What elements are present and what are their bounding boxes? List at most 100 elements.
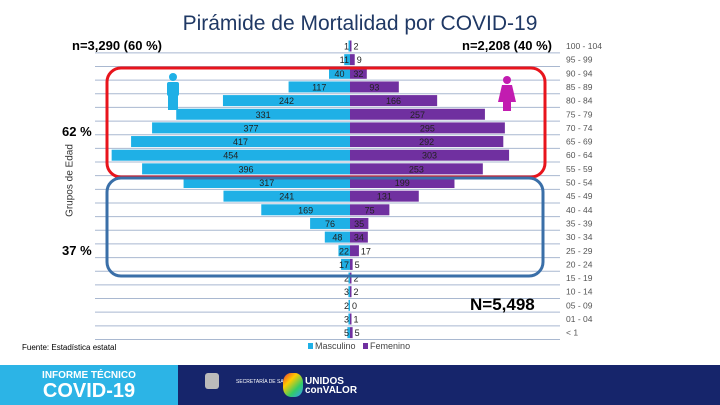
woman-icon xyxy=(503,76,511,84)
bar-female xyxy=(350,245,359,257)
footer-banner: INFORME TÉCNICO COVID-19 SECRETARÍA DE SA… xyxy=(0,365,720,405)
bar-male xyxy=(131,136,350,148)
age-tick-label: 25 - 29 xyxy=(566,246,593,256)
bar-female xyxy=(350,108,485,120)
man-icon-legs xyxy=(168,95,178,110)
male-total: n=3,290 (60 %) xyxy=(72,38,162,53)
bar-male xyxy=(347,327,350,339)
pct-red-group: 62 % xyxy=(62,124,92,139)
age-tick-label: 85 - 89 xyxy=(566,82,593,92)
bar-female xyxy=(350,54,355,66)
bar-label-male: 169 xyxy=(298,205,313,215)
age-tick-label: 20 - 24 xyxy=(566,259,593,269)
bar-label-female: 34 xyxy=(354,233,364,243)
bar-label-female: 303 xyxy=(422,151,437,161)
female-total: n=2,208 (40 %) xyxy=(462,38,552,53)
bar-female xyxy=(350,313,352,325)
age-tick-label: 90 - 94 xyxy=(566,68,593,78)
bar-label-male: 40 xyxy=(334,69,344,79)
bar-label-male: 317 xyxy=(259,178,274,188)
bar-female xyxy=(350,163,483,175)
bar-label-female: 257 xyxy=(410,110,425,120)
age-tick-label: 65 - 69 xyxy=(566,137,593,147)
age-tick-label: < 1 xyxy=(566,328,578,338)
unidos-logo: UNIDOS conVALOR xyxy=(305,377,358,396)
bar-label-female: 199 xyxy=(395,178,410,188)
bar-label-male: 2 xyxy=(344,274,349,284)
bar-female xyxy=(350,122,505,134)
bar-label-male: 242 xyxy=(279,96,294,106)
bar-label-female: 35 xyxy=(354,219,364,229)
bar-female xyxy=(350,95,438,107)
bar-label-female: 2 xyxy=(354,287,359,297)
bar-male xyxy=(142,163,350,175)
bar-label-male: 1 xyxy=(344,42,349,52)
age-tick-label: 80 - 84 xyxy=(566,96,593,106)
bar-label-female: 166 xyxy=(386,96,401,106)
bar-label-female: 253 xyxy=(409,164,424,174)
age-tick-label: 30 - 34 xyxy=(566,232,593,242)
bar-label-female: 32 xyxy=(353,69,363,79)
source-note: Fuente: Estadística estatal xyxy=(22,343,117,352)
bar-male xyxy=(338,245,350,257)
bar-male xyxy=(348,299,350,311)
bar-label-male: 48 xyxy=(332,233,342,243)
bar-label-female: 131 xyxy=(377,192,392,202)
banner-line2: COVID-19 xyxy=(42,380,136,402)
age-tick-label: 95 - 99 xyxy=(566,55,593,65)
age-tick-label: 15 - 19 xyxy=(566,273,593,283)
bar-female xyxy=(350,149,510,161)
bar-female xyxy=(350,190,419,202)
bar-label-male: 417 xyxy=(233,137,248,147)
bar-label-male: 22 xyxy=(339,246,349,256)
bar-male xyxy=(341,258,350,270)
bar-label-female: 2 xyxy=(354,274,359,284)
bar-label-male: 117 xyxy=(312,82,326,92)
grand-total: N=5,498 xyxy=(470,295,535,314)
bar-female xyxy=(350,286,352,298)
bar-male xyxy=(348,272,350,284)
age-tick-label: 60 - 64 xyxy=(566,150,593,160)
bar-label-female: 2 xyxy=(354,42,359,52)
age-tick-label: 40 - 44 xyxy=(566,205,593,215)
bar-label-male: 11 xyxy=(340,55,349,65)
bar-female xyxy=(350,217,369,229)
bar-male xyxy=(329,67,350,79)
bar-male xyxy=(183,177,350,188)
chihuahua-seal-icon xyxy=(205,373,219,389)
bar-male xyxy=(344,54,350,66)
bar-female xyxy=(350,327,353,339)
bar-male xyxy=(288,81,350,93)
bar-label-male: 454 xyxy=(223,151,238,161)
bar-female xyxy=(350,272,352,284)
bar-label-male: 331 xyxy=(256,110,271,120)
bar-female xyxy=(350,67,367,79)
bar-male xyxy=(348,313,350,325)
age-tick-label: 75 - 79 xyxy=(566,109,593,119)
legend-female: Femenino xyxy=(370,341,411,351)
bar-label-male: 76 xyxy=(325,219,335,229)
bar-label-female: 1 xyxy=(354,315,359,325)
age-tick-label: 45 - 49 xyxy=(566,191,593,201)
age-tick-label: 35 - 39 xyxy=(566,218,593,228)
age-tick-label: 70 - 74 xyxy=(566,123,593,133)
age-tick-label: 01 - 04 xyxy=(566,314,593,324)
bar-male xyxy=(222,95,350,107)
man-icon xyxy=(169,73,177,81)
legend-swatch-male xyxy=(308,343,313,349)
bar-female xyxy=(350,177,455,188)
age-tick-label: 100 - 104 xyxy=(566,41,602,51)
chart-title: Pirámide de Mortalidad por COVID-19 xyxy=(182,12,538,35)
bar-label-male: 396 xyxy=(239,164,254,174)
age-tick-label: 50 - 54 xyxy=(566,178,593,188)
con-valor-text: conVALOR xyxy=(305,385,358,396)
bar-label-female: 93 xyxy=(369,82,379,92)
age-tick-label: 55 - 59 xyxy=(566,164,593,174)
bar-female xyxy=(350,258,353,270)
bar-label-female: 75 xyxy=(365,205,375,215)
bar-male xyxy=(310,217,350,229)
bar-label-female: 17 xyxy=(361,246,371,256)
legend-swatch-female xyxy=(363,343,369,349)
bar-male xyxy=(324,231,350,243)
bar-label-female: 5 xyxy=(355,260,360,270)
